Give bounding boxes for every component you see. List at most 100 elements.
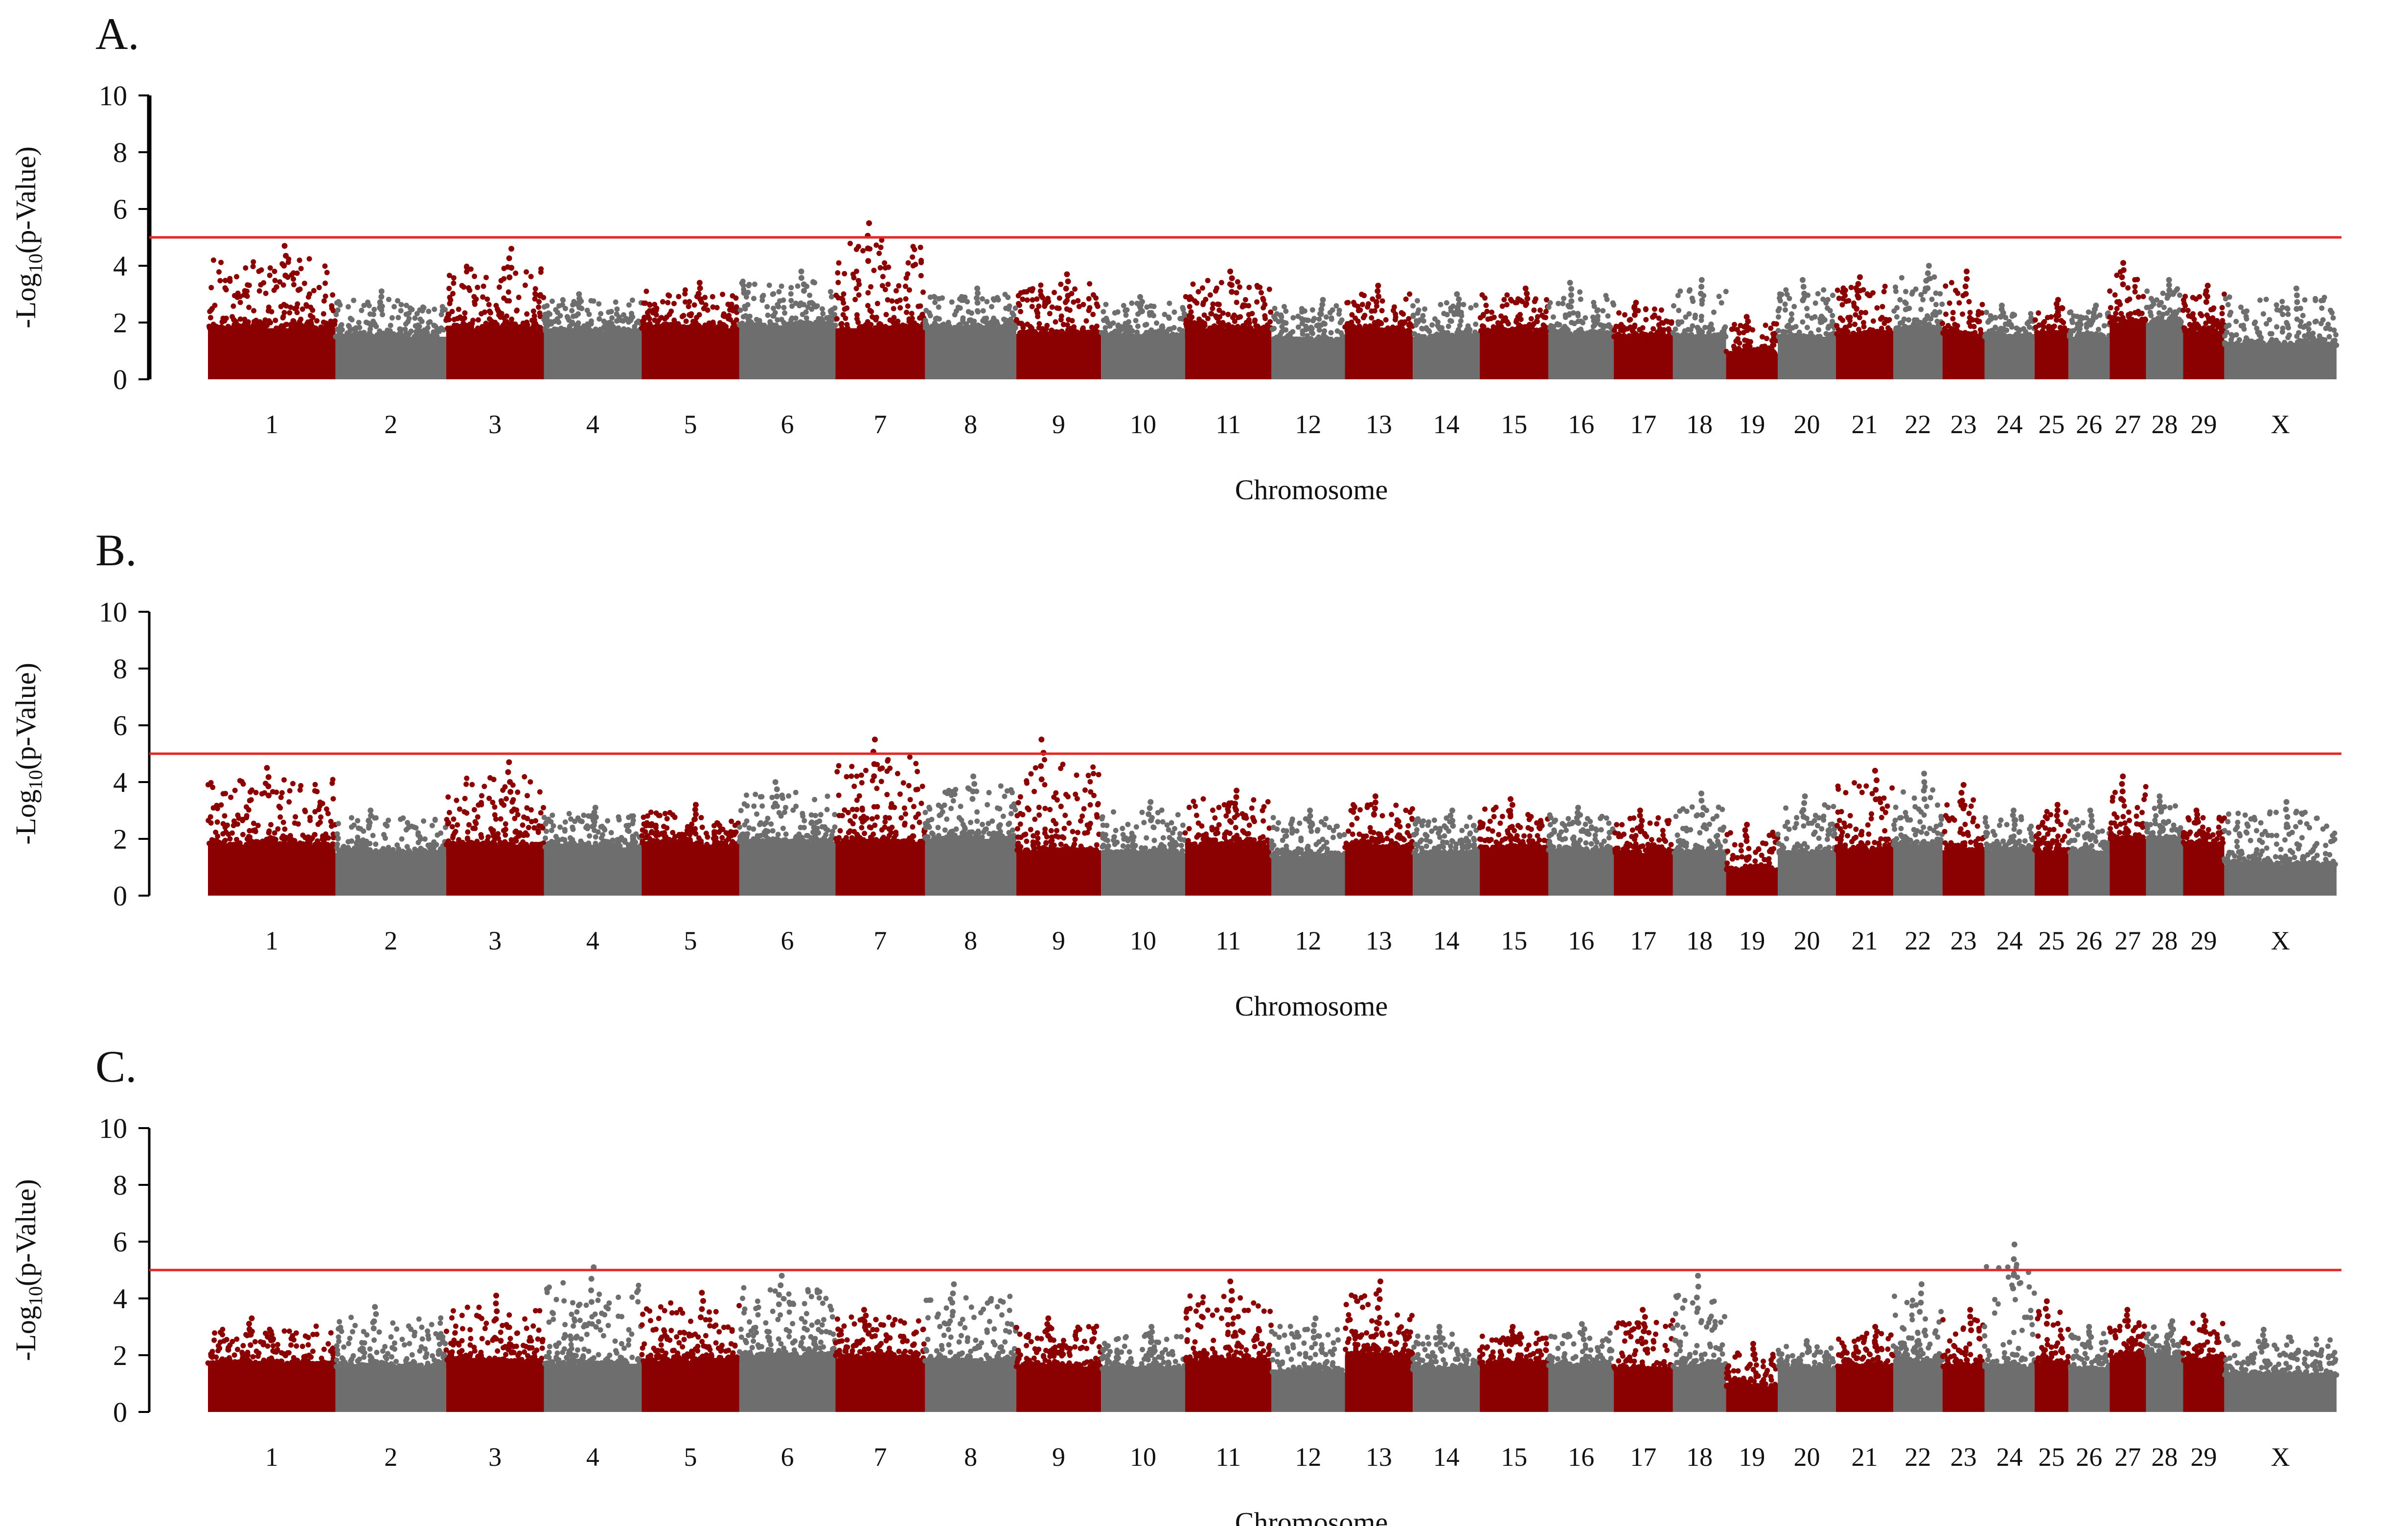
snp-point [272, 277, 278, 283]
snp-point [830, 323, 836, 328]
snp-peak-point [2120, 267, 2127, 273]
snp-point [217, 278, 223, 284]
snp-point [560, 297, 566, 303]
snp-peak-point [2203, 299, 2209, 305]
snp-point [524, 793, 530, 799]
snp-point [277, 279, 283, 285]
snp-point [1600, 308, 1606, 314]
chromosome-label: X [2271, 410, 2290, 439]
snp-point [377, 328, 383, 334]
snp-point [208, 820, 214, 826]
snp-point [1432, 316, 1438, 322]
snp-point [1881, 289, 1887, 295]
snp-point [1322, 335, 1328, 341]
snp-point [2275, 341, 2281, 347]
snp-point [1501, 297, 1507, 302]
snp-point [2132, 289, 2138, 295]
snp-point [1554, 321, 1560, 327]
snp-point [581, 812, 587, 818]
snp-point [1728, 350, 1734, 356]
snp-point [1826, 324, 1832, 329]
snp-point [2300, 313, 2306, 319]
snp-point [537, 324, 543, 330]
snp-point [1134, 329, 1140, 335]
snp-point [984, 325, 990, 331]
snp-point [386, 297, 391, 302]
chromosome-label: 1 [265, 410, 278, 439]
snp-point [322, 280, 328, 286]
snp-point [355, 845, 361, 851]
snp-point [1246, 284, 1252, 290]
snp-point [782, 310, 788, 316]
snp-point [472, 301, 478, 307]
snp-point [1297, 336, 1303, 342]
snp-point [1541, 328, 1547, 334]
snp-peak-point [1925, 285, 1931, 291]
snp-point [298, 266, 304, 272]
snp-point [1383, 317, 1389, 323]
snp-point [1900, 320, 1905, 325]
snp-point [1676, 307, 1682, 313]
snp-point [860, 248, 866, 254]
snp-point [479, 793, 484, 799]
snp-point [2126, 320, 2132, 325]
snp-density-band [208, 328, 336, 379]
snp-point [1943, 311, 1949, 317]
snp-peak-point [265, 774, 272, 780]
snp-point [756, 319, 762, 324]
snp-peak-point [1524, 290, 1530, 297]
snp-point [1643, 306, 1649, 312]
snp-peak-point [366, 817, 372, 824]
snp-point [496, 284, 502, 290]
snp-point [505, 289, 511, 295]
snp-point [1421, 318, 1426, 324]
snp-peak-point [865, 258, 871, 264]
snp-point [642, 314, 647, 320]
snp-point [500, 787, 506, 793]
snp-point [279, 790, 285, 796]
snp-point [2279, 329, 2285, 335]
snp-point [395, 315, 401, 321]
snp-point [871, 267, 877, 273]
snp-point [1687, 287, 1693, 293]
chromosome-label: 28 [2152, 410, 2178, 439]
snp-point [1567, 331, 1573, 337]
snp-point [886, 264, 892, 270]
snp-point [1445, 324, 1451, 329]
snp-point [1627, 317, 1632, 323]
snp-point [2316, 333, 2322, 339]
snp-point [1575, 313, 1581, 319]
snp-point [1603, 293, 1609, 299]
snp-point [939, 322, 945, 328]
snp-point [909, 316, 915, 322]
chromosome-26-points [2066, 302, 2112, 379]
snp-point [351, 298, 357, 303]
snp-peak-point [865, 245, 871, 252]
snp-point [2161, 319, 2167, 325]
snp-peak-point [1855, 294, 1861, 301]
snp-point [2204, 312, 2210, 318]
snp-point [1171, 324, 1177, 330]
snp-point [1931, 274, 1937, 280]
snp-point [812, 280, 818, 286]
snp-point [613, 299, 619, 305]
snp-point [1234, 300, 1239, 305]
snp-point [2036, 310, 2041, 316]
chromosome-label: 13 [1366, 410, 1392, 439]
snp-point [293, 814, 298, 820]
snp-point [1025, 322, 1031, 327]
snp-point [1392, 328, 1398, 334]
snp-point [729, 305, 735, 311]
snp-point [1362, 313, 1368, 319]
snp-peak-point [2166, 277, 2172, 283]
snp-point [451, 280, 457, 286]
snp-point [434, 326, 440, 332]
snp-point [1195, 289, 1201, 295]
snp-point [2320, 317, 2326, 323]
snp-point [426, 320, 432, 326]
snp-point [1979, 301, 1985, 307]
snp-point [212, 302, 218, 308]
snp-point [1213, 325, 1219, 331]
snp-point [1967, 309, 1973, 315]
snp-point [676, 294, 682, 300]
